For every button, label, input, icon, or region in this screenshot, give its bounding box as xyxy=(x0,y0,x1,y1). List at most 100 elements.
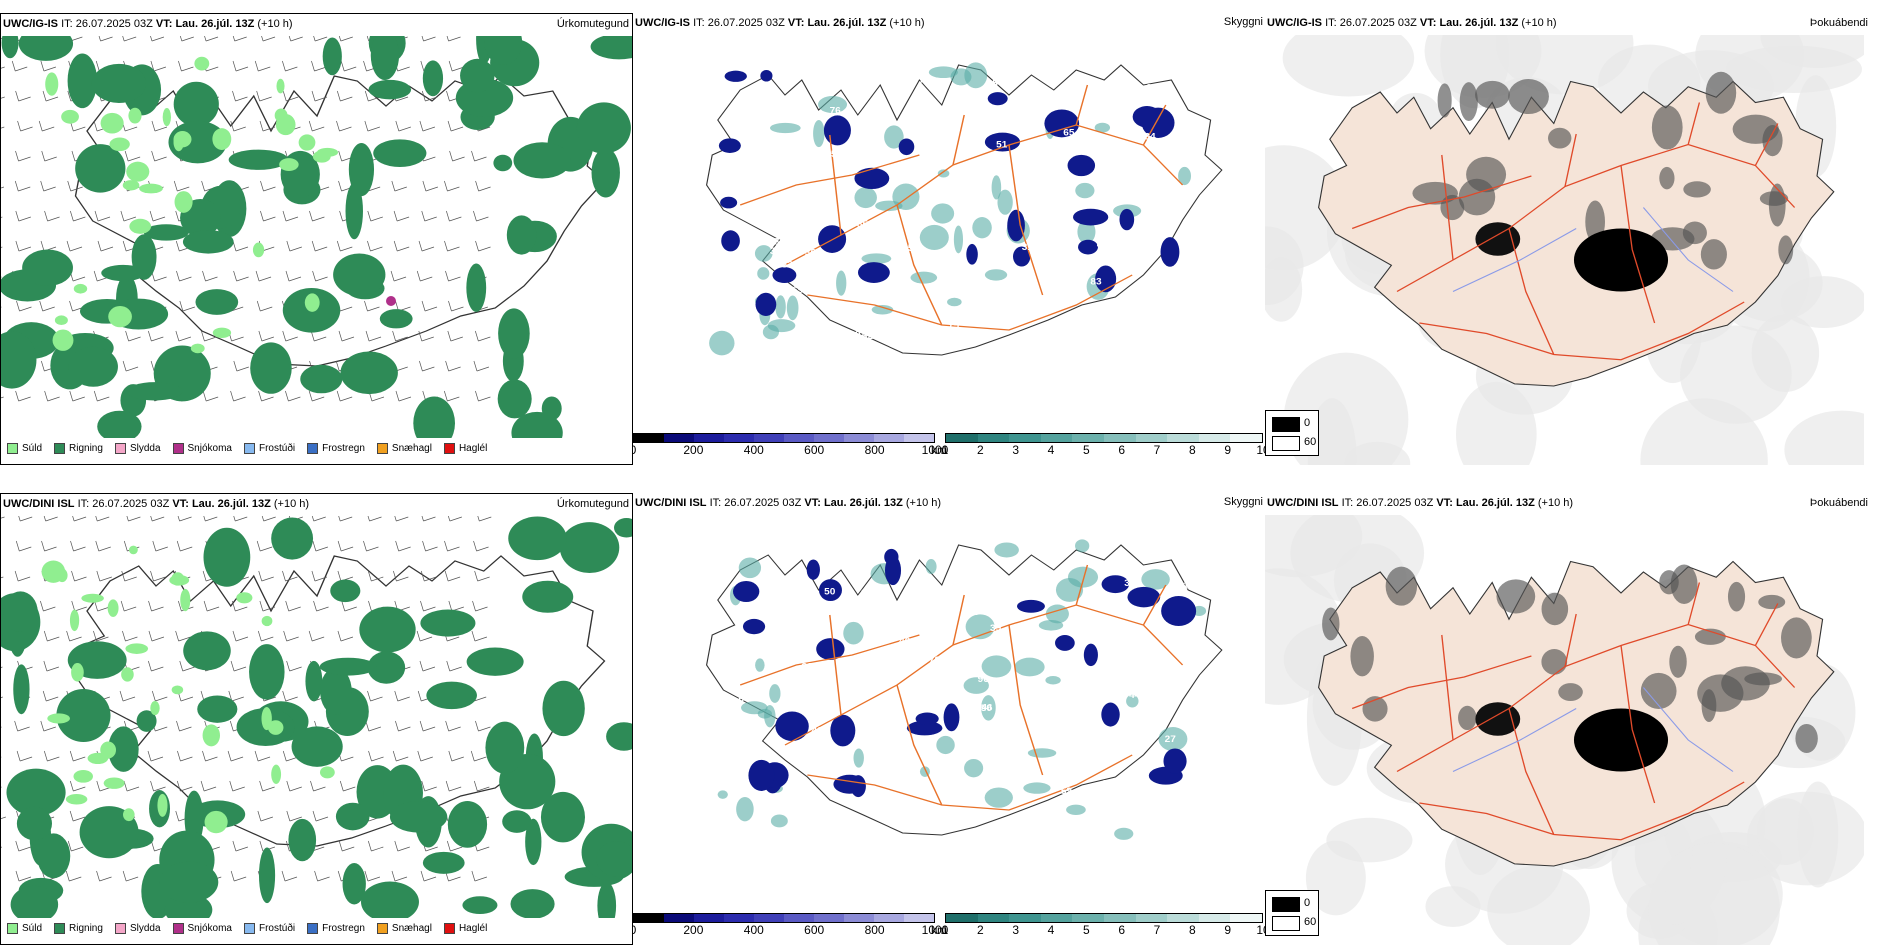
low-visibility-area xyxy=(854,187,877,209)
road xyxy=(739,634,920,686)
fog-map xyxy=(1265,515,1864,945)
legend-label: Snæhagl xyxy=(391,922,432,934)
cloud-base-value: 34 xyxy=(1144,132,1156,142)
wind-barb xyxy=(148,630,165,642)
colorbar-cell xyxy=(1072,434,1104,442)
rain-area xyxy=(319,657,377,676)
wind-barb xyxy=(150,36,165,42)
cloud-base-value: 10 xyxy=(950,84,961,94)
low-visibility-area xyxy=(884,125,904,149)
drizzle-area xyxy=(71,663,84,682)
rain-area xyxy=(3,591,38,633)
wind-barb xyxy=(230,660,247,672)
fog-panel-row2: UWC/DINI ISL IT: 26.07.2025 03Z VT: Lau.… xyxy=(1265,493,1900,945)
colorbar-tick: 800 xyxy=(864,923,885,937)
rain-area xyxy=(606,722,632,751)
colorbar-strip xyxy=(945,913,1263,923)
wind-barb xyxy=(394,516,409,522)
low-visibility-area xyxy=(717,790,728,799)
colorbar-cell xyxy=(874,914,904,922)
wind-barb xyxy=(367,570,384,582)
wind-barb xyxy=(72,516,87,522)
rain-area xyxy=(447,801,488,848)
wind-barb xyxy=(149,210,166,222)
cloud-base-value: 84 xyxy=(967,608,979,618)
rain-area xyxy=(159,861,219,903)
rain-area xyxy=(291,726,343,767)
wind-barb xyxy=(311,240,328,252)
colorbar-cell xyxy=(1072,914,1104,922)
colorbar-cell xyxy=(814,914,844,922)
low-visibility-area xyxy=(754,245,773,262)
colorbar-cell xyxy=(784,434,814,442)
low-visibility-area xyxy=(1075,182,1095,199)
panel-header: UWC/DINI ISL IT: 26.07.2025 03Z VT: Lau.… xyxy=(3,498,310,510)
wind-barb xyxy=(445,270,461,282)
river xyxy=(1452,687,1734,772)
rain-area xyxy=(420,609,476,637)
drizzle-area xyxy=(271,764,282,785)
rain-area xyxy=(36,833,71,879)
rain-area xyxy=(379,309,413,329)
drizzle-area xyxy=(108,305,132,328)
colorbar-cell xyxy=(694,914,724,922)
rain-area xyxy=(1,331,37,389)
colorbar-cell xyxy=(904,914,934,922)
wind-barb xyxy=(421,300,438,312)
rain-area xyxy=(18,36,74,61)
wind-barb xyxy=(178,60,194,72)
rain-area xyxy=(559,522,620,573)
road xyxy=(1508,228,1555,355)
wind-barb xyxy=(177,516,192,522)
wind-barb xyxy=(228,690,244,702)
drizzle-area xyxy=(204,810,228,834)
wind-barb xyxy=(309,210,325,222)
cloud-base-value: 118 xyxy=(808,707,825,717)
wind-barb xyxy=(229,780,245,792)
low-visibility-area xyxy=(1023,782,1051,794)
wind-barb xyxy=(475,180,491,192)
low-visibility-area xyxy=(1045,604,1069,624)
cloud-base-value: 32 xyxy=(802,662,813,672)
legend-swatch xyxy=(243,442,255,454)
wind-barb xyxy=(69,780,86,792)
wind-barb xyxy=(363,540,379,552)
colorbar-cell xyxy=(724,434,754,442)
rain-area xyxy=(79,806,139,859)
low-visibility-area xyxy=(984,787,1013,808)
drizzle-area xyxy=(73,283,88,294)
wind-barb xyxy=(40,600,56,612)
cloud-base-value: 50 xyxy=(1115,686,1126,696)
fog-index-area xyxy=(1683,181,1711,198)
wind-barb xyxy=(69,270,86,282)
colorbar-cell xyxy=(754,914,784,922)
cloud-base-value: 56 xyxy=(1046,99,1057,109)
wind-barb xyxy=(471,870,487,882)
wind-barb xyxy=(43,660,59,672)
low-cloud-area xyxy=(1073,208,1109,226)
wind-barb xyxy=(336,390,353,402)
rain-area xyxy=(576,102,631,154)
low-visibility-area xyxy=(936,735,955,755)
fog-index-area xyxy=(1682,221,1707,245)
legend-swatch xyxy=(307,442,319,454)
wind-barb xyxy=(472,600,488,612)
drizzle-area xyxy=(128,545,138,555)
rain-area xyxy=(345,182,363,240)
low-cloud-area xyxy=(1119,208,1135,231)
panel-title: Þokuábendi xyxy=(1809,497,1868,509)
cloud-base-value: 80 xyxy=(742,669,753,679)
wind-barb xyxy=(364,870,381,882)
low-cloud-area xyxy=(966,243,978,265)
colorbar-cell xyxy=(977,434,1010,442)
sea-fog-shade xyxy=(1424,35,1542,98)
low-visibility-area xyxy=(786,295,799,321)
rain-area xyxy=(422,60,444,97)
wind-barb xyxy=(152,540,168,552)
sea-fog-shade xyxy=(1425,886,1481,928)
wind-barb xyxy=(122,630,138,642)
drizzle-area xyxy=(150,701,160,716)
wind-barb xyxy=(422,180,438,192)
wind-barb xyxy=(1,576,4,579)
wind-barb xyxy=(310,330,327,342)
